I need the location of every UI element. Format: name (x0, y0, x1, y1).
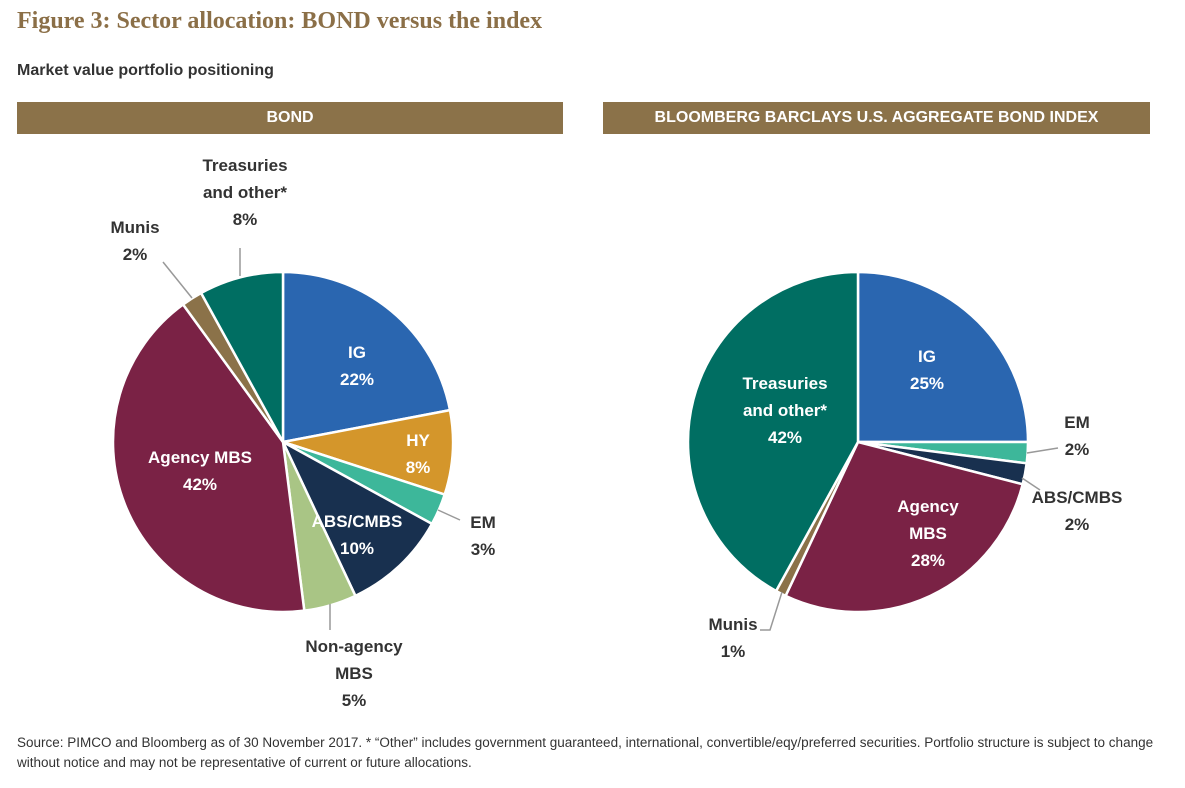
label-hy: HY 8% (406, 431, 431, 477)
label-line: 1% (721, 642, 746, 661)
label-line: 3% (471, 540, 496, 559)
label-non-agency-mbs: Non-agency MBS 5% (305, 637, 403, 710)
label-line: EM (1064, 413, 1090, 432)
label-line: and other* (203, 183, 287, 202)
label-line: MBS (335, 664, 373, 683)
label-line: Munis (110, 218, 159, 237)
label-line: EM (470, 513, 496, 532)
slice-labels: IG 22% HY 8% EM 3% ABS/CMBS 10% Non-agency MBS 5% A… (110, 156, 1122, 710)
bond-header-label: BOND (266, 109, 314, 126)
label-line: ABS/CMBS (312, 512, 403, 531)
label-abs-cmbs: ABS/CMBS 10% (312, 512, 403, 558)
label-line: 28% (911, 551, 945, 570)
leader-em-index (1026, 447, 1059, 454)
label-munis: Munis 2% (110, 218, 159, 264)
label-line: 42% (183, 475, 217, 494)
leader-abs-index (1021, 477, 1041, 491)
leader-em-bond (437, 509, 461, 521)
label-line: 42% (768, 428, 802, 447)
leader-lines (162, 248, 1059, 631)
label-line: Non-agency (305, 637, 403, 656)
slice-abs-cmbs (280, 439, 434, 598)
label-line: HY (406, 431, 430, 450)
leader-munis-index (760, 591, 783, 631)
label-line: ABS/CMBS (1032, 488, 1123, 507)
label-ig: IG 25% (910, 347, 944, 393)
leader-munis-bond (162, 261, 193, 299)
label-munis: Munis 1% (708, 615, 757, 661)
label-line: Treasuries (742, 374, 827, 393)
slice-agency-mbs (783, 440, 1025, 614)
bond-pie (111, 270, 455, 614)
index-header: BLOOMBERG BARCLAYS U.S. AGGREGATE BOND I… (603, 102, 1150, 134)
label-line: 22% (340, 370, 374, 389)
label-abs-cmbs: ABS/CMBS 2% (1032, 488, 1123, 534)
label-line: IG (348, 343, 366, 362)
index-header-label: BLOOMBERG BARCLAYS U.S. AGGREGATE BOND I… (654, 109, 1099, 126)
label-line: 25% (910, 374, 944, 393)
label-line: IG (918, 347, 936, 366)
label-line: 8% (233, 210, 258, 229)
slice-treasuries-and-other (199, 270, 285, 443)
label-treasuries-and-other: Treasuries and other* 42% (742, 374, 827, 447)
label-treasuries-and-other: Treasuries and other* 8% (202, 156, 287, 229)
label-line: and other* (743, 401, 827, 420)
label-line: 2% (123, 245, 148, 264)
figure-subtitle: Market value portfolio positioning (17, 62, 274, 79)
slice-ig (281, 270, 452, 444)
label-line: Agency (897, 497, 959, 516)
figure-title: Figure 3: Sector allocation: BOND versus… (17, 8, 543, 34)
label-agency-mbs: Agency MBS 28% (897, 497, 959, 570)
label-agency-mbs: Agency MBS 42% (148, 448, 252, 494)
index-pie (686, 270, 1030, 614)
label-line: MBS (909, 524, 947, 543)
label-line: 5% (342, 691, 367, 710)
label-em: EM 3% (470, 513, 496, 559)
label-line: 8% (406, 458, 431, 477)
slice-agency-mbs (111, 302, 306, 614)
slice-treasuries-and-other (686, 270, 860, 593)
label-line: Agency MBS (148, 448, 252, 467)
source-footnote: Source: PIMCO and Bloomberg as of 30 Nov… (17, 735, 1154, 770)
label-line: Treasuries (202, 156, 287, 175)
label-line: 2% (1065, 440, 1090, 459)
slice-ig (856, 270, 1030, 444)
bond-header: BOND (17, 102, 563, 134)
label-em: EM 2% (1064, 413, 1090, 459)
label-line: 10% (340, 539, 374, 558)
label-line: 2% (1065, 515, 1090, 534)
label-line: Munis (708, 615, 757, 634)
label-ig: IG 22% (340, 343, 374, 389)
